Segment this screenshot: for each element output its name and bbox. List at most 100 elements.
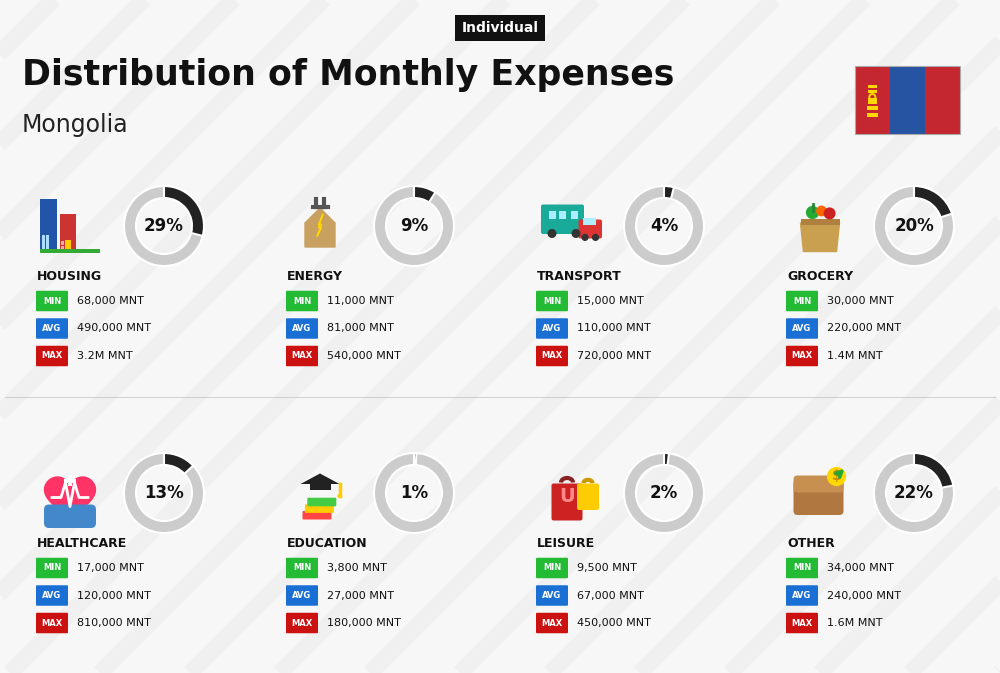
- Text: AVG: AVG: [542, 324, 562, 333]
- FancyBboxPatch shape: [36, 586, 68, 606]
- Wedge shape: [164, 453, 193, 474]
- Text: OTHER: OTHER: [787, 537, 835, 550]
- Text: 27,000 MNT: 27,000 MNT: [327, 590, 394, 600]
- Text: MIN: MIN: [43, 563, 61, 573]
- Text: 180,000 MNT: 180,000 MNT: [327, 618, 401, 628]
- FancyBboxPatch shape: [36, 346, 68, 366]
- Wedge shape: [414, 453, 417, 465]
- FancyBboxPatch shape: [536, 291, 568, 311]
- Wedge shape: [874, 186, 954, 266]
- Text: 720,000 MNT: 720,000 MNT: [577, 351, 651, 361]
- Text: 13%: 13%: [144, 484, 184, 502]
- FancyBboxPatch shape: [786, 586, 818, 606]
- Text: 67,000 MNT: 67,000 MNT: [577, 590, 644, 600]
- Bar: [890, 66, 925, 134]
- Text: AVG: AVG: [292, 591, 312, 600]
- Text: 30,000 MNT: 30,000 MNT: [827, 296, 894, 306]
- Bar: [549, 211, 556, 219]
- Text: 17,000 MNT: 17,000 MNT: [77, 563, 144, 573]
- Text: AVG: AVG: [792, 591, 812, 600]
- FancyBboxPatch shape: [307, 498, 336, 506]
- Bar: [855, 66, 960, 134]
- Polygon shape: [801, 223, 840, 252]
- FancyBboxPatch shape: [286, 291, 318, 311]
- FancyBboxPatch shape: [36, 318, 68, 339]
- FancyBboxPatch shape: [541, 205, 584, 234]
- Text: MIN: MIN: [543, 563, 561, 573]
- Text: ENERGY: ENERGY: [287, 270, 343, 283]
- Text: MIN: MIN: [793, 297, 811, 306]
- Text: HEALTHCARE: HEALTHCARE: [37, 537, 127, 550]
- Bar: [868, 98, 877, 104]
- Text: 68,000 MNT: 68,000 MNT: [77, 296, 144, 306]
- Text: MAX: MAX: [291, 618, 313, 627]
- Wedge shape: [664, 186, 674, 199]
- Text: MAX: MAX: [541, 618, 563, 627]
- Text: U: U: [559, 487, 575, 505]
- FancyBboxPatch shape: [536, 346, 568, 366]
- Wedge shape: [124, 186, 204, 266]
- FancyBboxPatch shape: [786, 318, 818, 339]
- Text: 540,000 MNT: 540,000 MNT: [327, 351, 401, 361]
- Text: 110,000 MNT: 110,000 MNT: [577, 324, 651, 334]
- FancyBboxPatch shape: [536, 612, 568, 633]
- FancyBboxPatch shape: [286, 586, 318, 606]
- Bar: [42, 235, 45, 239]
- Text: 3.2M MNT: 3.2M MNT: [77, 351, 133, 361]
- Wedge shape: [664, 453, 669, 465]
- Bar: [40, 199, 56, 253]
- Bar: [60, 214, 76, 253]
- Bar: [867, 113, 878, 117]
- Circle shape: [827, 467, 846, 486]
- Text: 22%: 22%: [894, 484, 934, 502]
- Bar: [46, 239, 49, 242]
- Text: 240,000 MNT: 240,000 MNT: [827, 590, 901, 600]
- Bar: [855, 66, 890, 134]
- Text: TRANSPORT: TRANSPORT: [537, 270, 622, 283]
- Circle shape: [592, 234, 599, 241]
- Bar: [40, 248, 100, 253]
- Text: MIN: MIN: [43, 297, 61, 306]
- Text: GROCERY: GROCERY: [787, 270, 853, 283]
- Text: HOUSING: HOUSING: [37, 270, 102, 283]
- Circle shape: [806, 206, 819, 219]
- Text: Individual: Individual: [462, 21, 538, 35]
- Bar: [65, 241, 68, 244]
- Text: MAX: MAX: [291, 351, 313, 361]
- FancyBboxPatch shape: [286, 558, 318, 578]
- Polygon shape: [45, 477, 95, 523]
- Text: 34,000 MNT: 34,000 MNT: [827, 563, 894, 573]
- FancyBboxPatch shape: [786, 612, 818, 633]
- Wedge shape: [624, 186, 704, 266]
- FancyBboxPatch shape: [44, 505, 96, 528]
- Bar: [64, 479, 76, 483]
- Circle shape: [337, 494, 342, 498]
- Text: 450,000 MNT: 450,000 MNT: [577, 618, 651, 628]
- Bar: [65, 246, 68, 250]
- FancyBboxPatch shape: [578, 219, 602, 238]
- FancyBboxPatch shape: [536, 558, 568, 578]
- Text: 1%: 1%: [400, 484, 428, 502]
- Text: 15,000 MNT: 15,000 MNT: [577, 296, 644, 306]
- Text: MAX: MAX: [41, 618, 63, 627]
- Text: AVG: AVG: [542, 591, 562, 600]
- Polygon shape: [305, 208, 335, 247]
- Text: 220,000 MNT: 220,000 MNT: [827, 324, 901, 334]
- Text: 29%: 29%: [144, 217, 184, 235]
- FancyBboxPatch shape: [794, 476, 844, 493]
- Text: 1.6M MNT: 1.6M MNT: [827, 618, 883, 628]
- Circle shape: [571, 229, 580, 238]
- Text: Distribution of Monthly Expenses: Distribution of Monthly Expenses: [22, 58, 674, 92]
- Text: LEISURE: LEISURE: [537, 537, 595, 550]
- FancyBboxPatch shape: [577, 483, 599, 510]
- Text: 9%: 9%: [400, 217, 428, 235]
- Bar: [867, 106, 878, 110]
- Bar: [46, 242, 49, 246]
- Text: 20%: 20%: [894, 217, 934, 235]
- Bar: [46, 235, 49, 239]
- FancyBboxPatch shape: [36, 291, 68, 311]
- Text: 11,000 MNT: 11,000 MNT: [327, 296, 394, 306]
- Wedge shape: [164, 186, 204, 236]
- FancyBboxPatch shape: [286, 346, 318, 366]
- Bar: [42, 246, 45, 250]
